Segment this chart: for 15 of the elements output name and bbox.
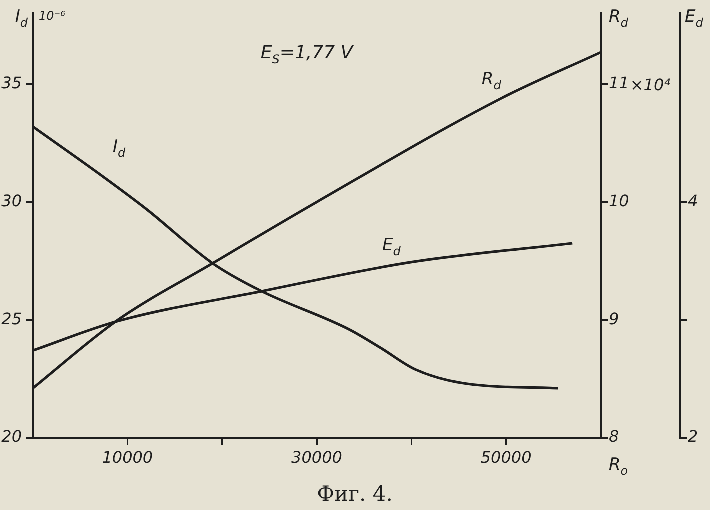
y-tick-label: 20 [2,427,22,446]
y2-tick-label: 9 [609,309,620,328]
y3-tick-label: 2 [688,427,698,446]
y-tick-label: 25 [2,309,22,328]
y3-tick-label: 4 [688,191,698,210]
x-tick-label: 10000 [102,448,154,467]
y2-tick-label: 10 [609,191,630,210]
y2-tick-label: 8 [609,427,620,446]
x-tick-label: 50000 [480,448,532,467]
text: ×10⁴ [630,75,672,94]
y-tick-label: 30 [2,191,22,210]
y2-tick-label: 11 [609,73,630,92]
text: Фиг. 4. [317,482,393,506]
y-tick-label: 35 [2,73,22,92]
x-tick-label: 30000 [292,448,342,467]
